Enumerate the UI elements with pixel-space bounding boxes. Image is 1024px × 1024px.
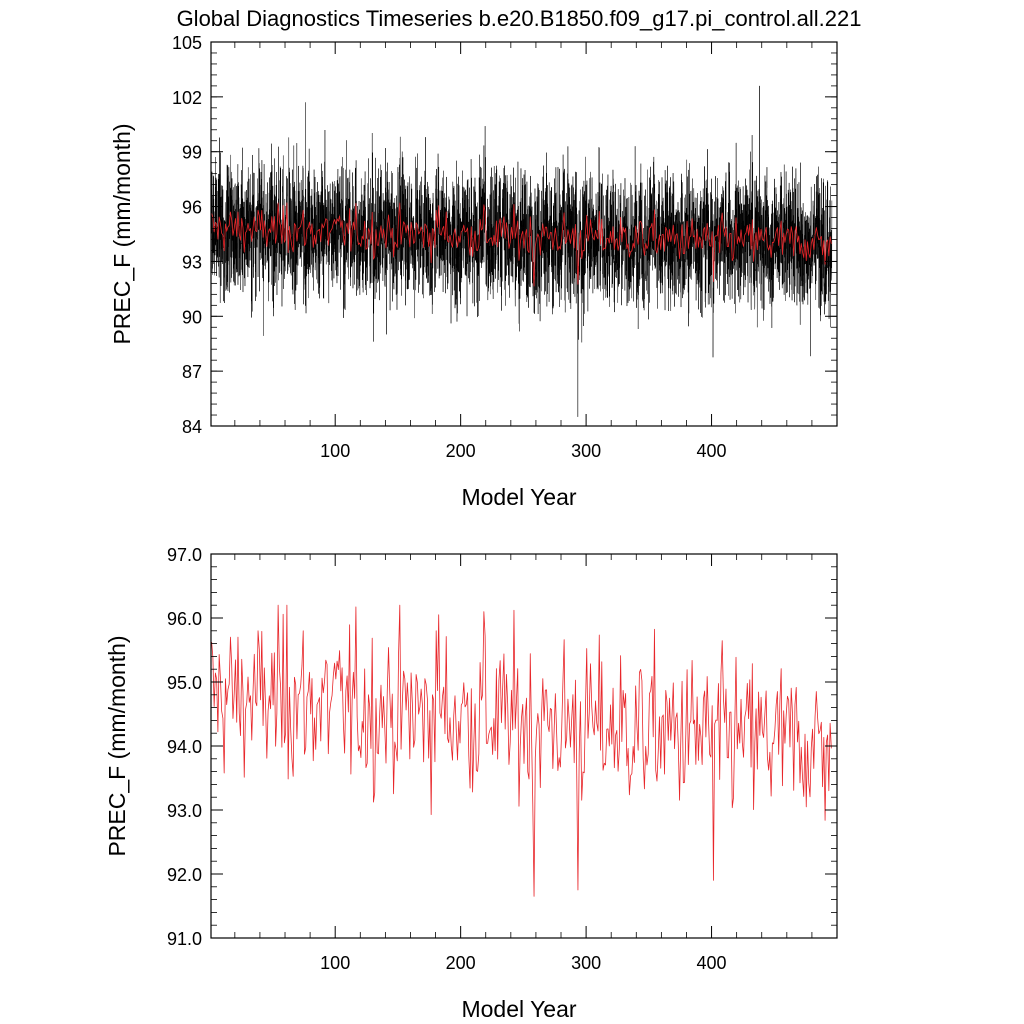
monthly-series-line	[210, 85, 833, 418]
top-y-tick-label: 105	[172, 33, 202, 53]
top-x-tick-label: 100	[320, 441, 350, 461]
figure-title: Global Diagnostics Timeseries b.e20.B185…	[177, 6, 862, 31]
bottom-x-tick-label: 200	[446, 953, 476, 973]
top-series-group	[210, 85, 833, 418]
bottom-series-group	[211, 604, 832, 897]
bottom-y-tick-label: 95.0	[167, 673, 202, 693]
bottom-y-axis-label: PREC_F (mm/month)	[104, 635, 130, 856]
top-y-tick-label: 99	[182, 143, 202, 163]
bottom-y-tick-label: 92.0	[167, 865, 202, 885]
top-x-tick-label: 400	[697, 441, 727, 461]
top-x-tick-label: 300	[571, 441, 601, 461]
top-y-axis-label: PREC_F (mm/month)	[109, 123, 135, 344]
bottom-x-tick-label: 300	[571, 953, 601, 973]
annual-series-line-bottom	[211, 604, 832, 897]
top-y-tick-label: 96	[182, 198, 202, 218]
bottom-x-tick-label: 100	[320, 953, 350, 973]
top-plot-frame	[210, 41, 838, 427]
bottom-y-tick-label: 91.0	[167, 929, 202, 949]
bottom-y-tick-label: 94.0	[167, 737, 202, 757]
top-panel: 84 87 90 93 96 99 102 105 100 200 300 400 Model Yea…	[109, 33, 838, 510]
bottom-y-tick-label: 97.0	[167, 545, 202, 565]
bottom-ticks-group: 91.0 92.0 93.0 94.0 95.0 96.0 97.0 100 200 300 400	[167, 545, 837, 973]
top-y-tick-label: 90	[182, 307, 202, 327]
bottom-x-axis-label: Model Year	[461, 996, 576, 1022]
annual-series-line-top	[211, 202, 832, 287]
bottom-y-tick-label: 93.0	[167, 801, 202, 821]
top-y-tick-label: 102	[172, 88, 202, 108]
bottom-panel: 91.0 92.0 93.0 94.0 95.0 96.0 97.0 100 200 300 400…	[104, 545, 838, 1022]
top-y-tick-label: 87	[182, 362, 202, 382]
bottom-x-tick-label: 400	[697, 953, 727, 973]
top-ticks-group: 84 87 90 93 96 99 102 105 100 200 300 400	[172, 33, 837, 461]
top-x-axis-label: Model Year	[461, 484, 576, 510]
top-x-tick-label: 200	[446, 441, 476, 461]
bottom-y-tick-label: 96.0	[167, 609, 202, 629]
top-y-tick-label: 84	[182, 417, 202, 437]
top-y-tick-label: 93	[182, 252, 202, 272]
